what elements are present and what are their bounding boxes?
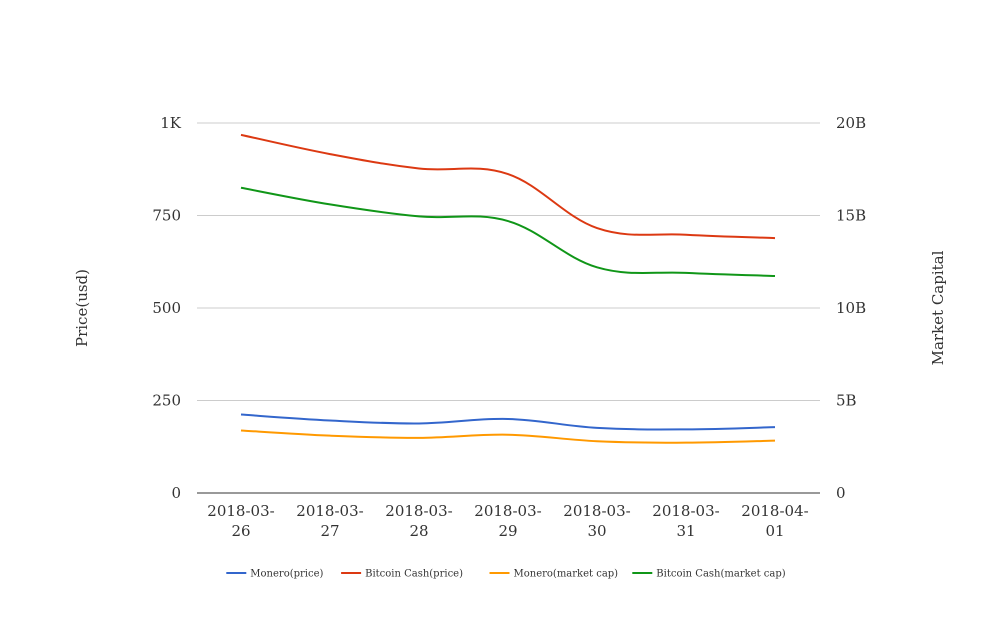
x-tick-label: 2018-04-01 — [741, 502, 808, 540]
y-right-tick-label: 0 — [836, 484, 846, 502]
x-tick-label: 2018-03-30 — [563, 502, 630, 540]
series-lines — [240, 133, 776, 444]
series-line-3 — [240, 429, 776, 444]
y-left-tick-label: 1K — [160, 114, 182, 132]
legend-item[interactable]: Monero(price) — [226, 569, 324, 580]
legend-item[interactable]: Monero(market cap) — [489, 569, 619, 580]
legend-item[interactable]: Bitcoin Cash(market cap) — [632, 569, 786, 580]
x-tick-label: 2018-03-31 — [652, 502, 719, 540]
x-tick-label: 2018-03-29 — [474, 502, 541, 540]
y-axis-left-title: Price(usd) — [73, 269, 91, 347]
y-right-tick-label: 20B — [836, 114, 866, 132]
series-line-2 — [240, 133, 776, 240]
legend-label: Bitcoin Cash(price) — [365, 569, 463, 580]
legend-item[interactable]: Bitcoin Cash(price) — [341, 569, 463, 580]
y-left-tick-label: 750 — [152, 207, 181, 225]
y-axis-right-title: Market Capital — [929, 250, 947, 365]
y-right-tick-label: 5B — [836, 392, 857, 410]
gridlines — [197, 122, 820, 494]
legend-label: Monero(market cap) — [514, 569, 619, 580]
y-left-tick-label: 250 — [152, 392, 181, 410]
y-left-tick-label: 500 — [152, 299, 181, 317]
legend-label: Monero(price) — [250, 569, 323, 580]
legend-label: Bitcoin Cash(market cap) — [656, 569, 785, 580]
series-line-4 — [240, 186, 776, 277]
y-right-tick-label: 10B — [836, 299, 866, 317]
legend: Monero(price) Bitcoin Cash(price) Monero(m… — [226, 569, 786, 580]
y-left-tick-label: 0 — [171, 484, 181, 502]
x-tick-label: 2018-03-27 — [296, 502, 363, 540]
series-line-1 — [240, 413, 776, 431]
axes: 0 250 500 750 1K 0 5B 10B 15B 20B 2018-03-26 2018-0… — [152, 114, 866, 540]
x-tick-label: 2018-03-26 — [207, 502, 274, 540]
x-tick-label: 2018-03-28 — [385, 502, 452, 540]
y-right-tick-label: 15B — [836, 207, 866, 225]
